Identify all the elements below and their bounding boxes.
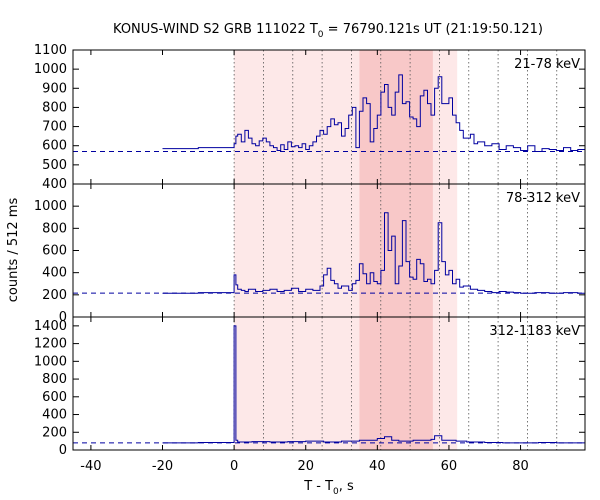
x-tick-label: 80 xyxy=(512,459,529,474)
y-tick-label: 600 xyxy=(42,139,67,154)
energy-band-label: 78-312 keV xyxy=(506,191,580,206)
x-tick-label: 20 xyxy=(297,459,314,474)
y-tick-label: 1000 xyxy=(34,199,67,214)
y-tick-label: 1100 xyxy=(34,43,67,58)
light-curve-line xyxy=(162,212,585,294)
y-tick-label: 1000 xyxy=(34,354,67,369)
y-tick-label: 400 xyxy=(42,177,67,192)
x-tick-labels: -40 -20 0 20 40 60 80 xyxy=(80,459,529,474)
y-tick-label: 800 xyxy=(42,100,67,115)
x-axis-label: T - T0, s xyxy=(303,479,354,497)
y-tick-label: 200 xyxy=(42,288,67,303)
y-tick-label: 1400 xyxy=(34,319,67,334)
y-tick-label: 700 xyxy=(42,120,67,135)
y-tick-label: 800 xyxy=(42,221,67,236)
panel-frame xyxy=(72,316,586,451)
shaded-interval-2 xyxy=(359,317,433,450)
y-axis-label: counts / 512 ms xyxy=(6,198,21,303)
y-tick-label: 1200 xyxy=(34,337,67,352)
y-tick-label: 1000 xyxy=(34,62,67,77)
y-tick-label: 0 xyxy=(59,443,67,458)
x-tick-label: 60 xyxy=(441,459,458,474)
y-tick-label: 400 xyxy=(42,408,67,423)
x-tick-label: 0 xyxy=(230,459,238,474)
y-tick-label: 0 xyxy=(59,310,67,325)
y-tick-label: 900 xyxy=(42,81,67,96)
y-tick-label: 400 xyxy=(42,266,67,281)
x-tick-label: 40 xyxy=(369,459,386,474)
y-tick-label: 200 xyxy=(42,425,67,440)
energy-band-label: 21-78 keV xyxy=(514,57,580,72)
chart-title: KONUS-WIND S2 GRB 111022 T0 = 76790.121s… xyxy=(113,22,543,40)
panels-group: 400 500 600 700 800 900 1000 1100 21-78 keV 0 200 4… xyxy=(34,43,586,458)
y-tick-label: 800 xyxy=(42,372,67,387)
energy-band-label: 312-1183 keV xyxy=(489,324,580,339)
y-tick-label: 600 xyxy=(42,244,67,259)
y-tick-label: 500 xyxy=(42,158,67,173)
y-tick-label: 600 xyxy=(42,390,67,405)
panel-1: 400 500 600 700 800 900 1000 1100 21-78 keV xyxy=(34,43,586,192)
panel-3: 0 200 400 600 800 1000 1200 1400 312-1183 keV xyxy=(34,316,586,458)
x-tick-label: -20 xyxy=(152,459,173,474)
light-curve-line xyxy=(162,325,585,444)
panel-2: 0 200 400 600 800 1000 78-312 keV xyxy=(34,183,586,325)
light-curve-line xyxy=(162,74,586,152)
shaded-interval-2 xyxy=(359,184,433,317)
x-tick-label: -40 xyxy=(80,459,101,474)
